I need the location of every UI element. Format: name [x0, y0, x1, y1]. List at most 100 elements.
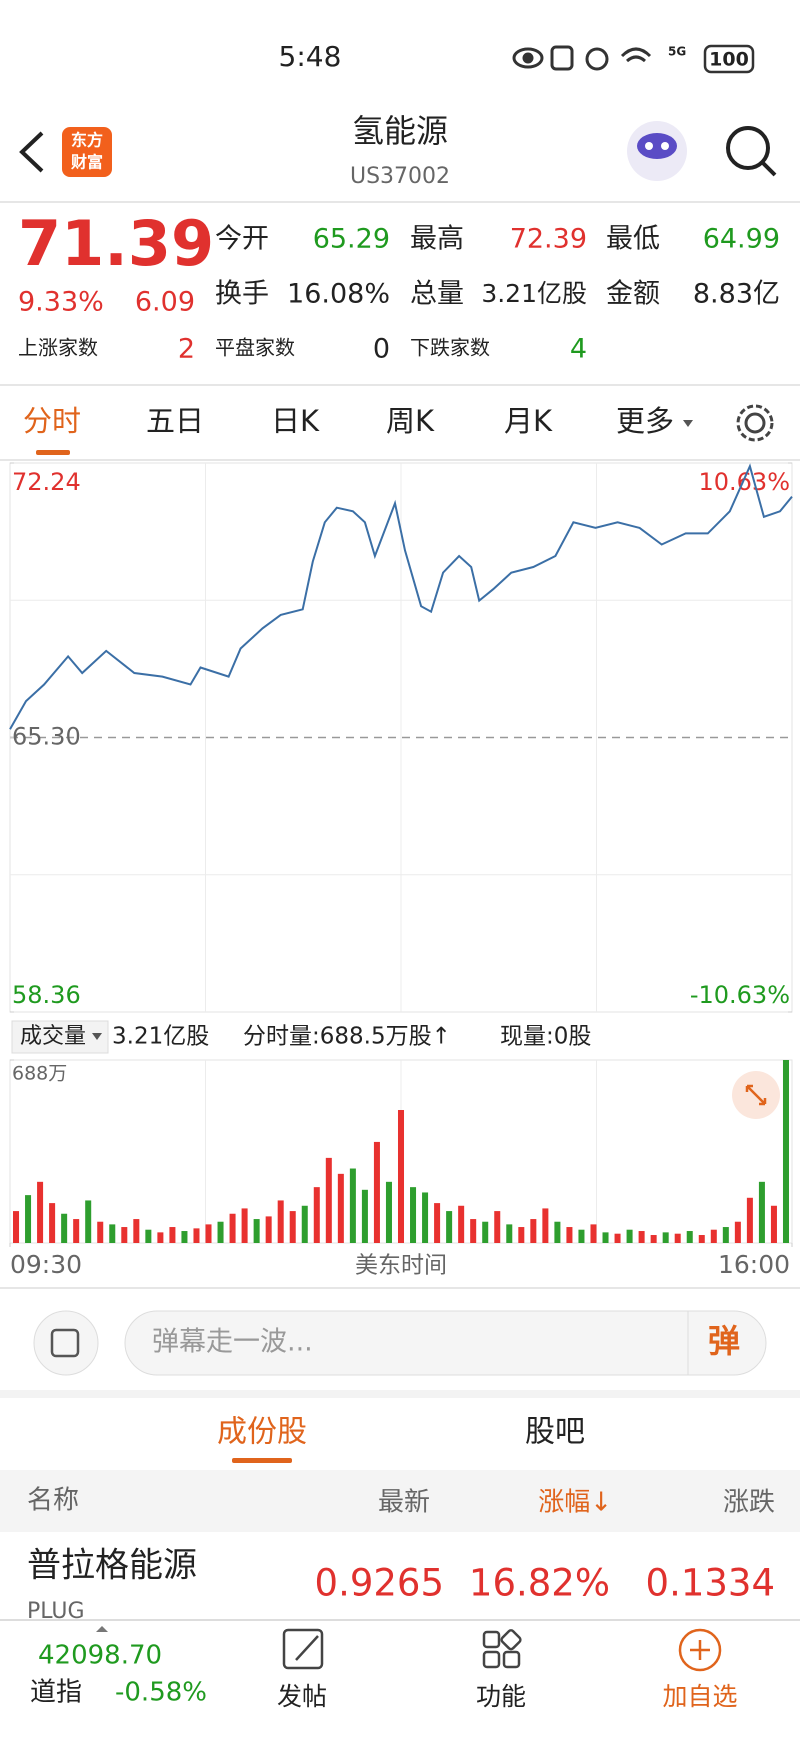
volume-bar [37, 1181, 44, 1243]
danmaku-settings[interactable] [33, 1310, 99, 1376]
volume-bar [674, 1233, 681, 1243]
volume-bar [638, 1231, 645, 1243]
volume-bar [530, 1219, 537, 1243]
section-tab[interactable]: 股吧 [525, 1415, 585, 1450]
volume-bar [746, 1197, 753, 1243]
stat-label: 最低 [606, 224, 660, 255]
change-percent: 9.33% [18, 287, 104, 318]
volume-bar [422, 1192, 429, 1243]
volume-bar [470, 1219, 477, 1243]
chart-tabs: 分时 五日 日K 周K 月K 更多 [23, 404, 674, 455]
volume-bar [85, 1200, 92, 1243]
stat-label: 换手 [215, 279, 269, 310]
table-row[interactable]: 普拉格能源 PLUG 0.9265 16.82% 0.1334 [27, 1546, 775, 1625]
stat-label: 金额 [606, 279, 660, 310]
volume-bar [133, 1219, 140, 1243]
danmaku-button[interactable]: 弹 [708, 1322, 740, 1360]
stat-value: 72.39 [510, 224, 587, 255]
status-time: 5:48 [279, 40, 342, 73]
volume-bar [145, 1229, 152, 1243]
volume-bar [13, 1211, 20, 1243]
x-axis-label: 美东时间 [355, 1253, 447, 1279]
section-tab-active[interactable]: 成份股 [217, 1415, 307, 1450]
tab[interactable]: 日K [271, 404, 320, 438]
volume-bar [434, 1203, 441, 1243]
volume-bar [554, 1221, 561, 1243]
column-header[interactable]: 最新 [378, 1488, 430, 1518]
x-tick-label: 09:30 [10, 1250, 82, 1279]
settings-button[interactable] [736, 404, 774, 442]
volume-bar [25, 1195, 32, 1243]
breadth-value: 0 [373, 334, 390, 365]
stock-name: 普拉格能源 [27, 1546, 197, 1586]
volume-bar [205, 1224, 212, 1243]
index-toggle[interactable] [96, 1626, 108, 1632]
volume-bar [626, 1229, 633, 1243]
tab[interactable]: 更多 [616, 404, 674, 438]
tab[interactable]: 五日 [146, 404, 204, 438]
column-header[interactable]: 涨幅↓ [538, 1488, 612, 1518]
change-percent: 16.82% [469, 1562, 610, 1605]
nav-functions[interactable]: 功能 [476, 1682, 526, 1711]
last-price: 71.39 [18, 207, 214, 280]
nav-post[interactable]: 发帖 [277, 1682, 327, 1711]
status-icons [512, 45, 652, 71]
volume-bar [758, 1181, 765, 1243]
column-header[interactable]: 名称 [27, 1486, 79, 1516]
volume-bar [494, 1211, 501, 1243]
index-value[interactable]: 42098.70 [38, 1641, 162, 1671]
volume-bar [313, 1187, 320, 1243]
dropdown-arrow [92, 1033, 102, 1040]
stat-value: 3.21亿股 [481, 279, 587, 308]
logo[interactable] [62, 127, 112, 177]
page-title: 氢能源 [352, 112, 448, 150]
volume-label[interactable]: 成交量 [20, 1024, 86, 1049]
stat-value: 16.08% [287, 279, 390, 310]
y-tick-label: 688万 [12, 1063, 67, 1085]
network-label: 5G [668, 45, 686, 59]
danmaku-input[interactable] [124, 1310, 767, 1376]
volume-bar [169, 1227, 176, 1243]
y2-tick-label: 10.63% [698, 468, 790, 496]
expand-button[interactable] [732, 1071, 780, 1119]
breadth-label: 上涨家数 [18, 336, 98, 360]
volume-bar [578, 1229, 585, 1243]
volume-bar [614, 1233, 621, 1243]
nav-add-watchlist[interactable]: 加自选 [662, 1682, 737, 1711]
tab[interactable]: 月K [504, 404, 553, 438]
nav-icons [282, 1628, 722, 1672]
volume-bar [265, 1216, 272, 1243]
volume-bar [277, 1200, 284, 1243]
volume-bar [337, 1173, 344, 1243]
column-header[interactable]: 涨跌 [723, 1488, 775, 1518]
volume-bar [446, 1211, 453, 1243]
stat-label: 总量 [410, 279, 464, 310]
search-button[interactable] [726, 126, 777, 177]
volume-bar [698, 1235, 705, 1243]
volume-bar [722, 1227, 729, 1243]
volume-bar [109, 1224, 116, 1243]
volume-bar [181, 1231, 188, 1243]
logo-text: 财富 [70, 153, 103, 172]
volume-selector[interactable] [11, 1020, 109, 1054]
volume-bar [157, 1232, 164, 1243]
y-tick-label: 58.36 [12, 981, 81, 1009]
tab-active[interactable]: 分时 [23, 404, 81, 438]
breadth-label: 下跌家数 [410, 336, 490, 360]
minute-volume: 分时量:688.5万股↑ [243, 1024, 451, 1050]
assistant-avatar[interactable] [627, 121, 687, 181]
tab-underline [36, 450, 70, 455]
index-change[interactable]: -0.58% [115, 1678, 207, 1708]
tab[interactable]: 周K [386, 404, 435, 438]
current-volume: 现量:0股 [500, 1024, 591, 1050]
volume-bar [590, 1224, 597, 1243]
volume-bar [662, 1232, 669, 1243]
back-button[interactable] [19, 131, 44, 173]
battery-level: 100 [709, 49, 749, 71]
index-name[interactable]: 道指 [30, 1678, 82, 1708]
change-amount: 0.1334 [646, 1562, 775, 1605]
volume-bar [61, 1213, 68, 1243]
x-tick-label: 16:00 [718, 1250, 790, 1279]
volume-bar [73, 1219, 80, 1243]
